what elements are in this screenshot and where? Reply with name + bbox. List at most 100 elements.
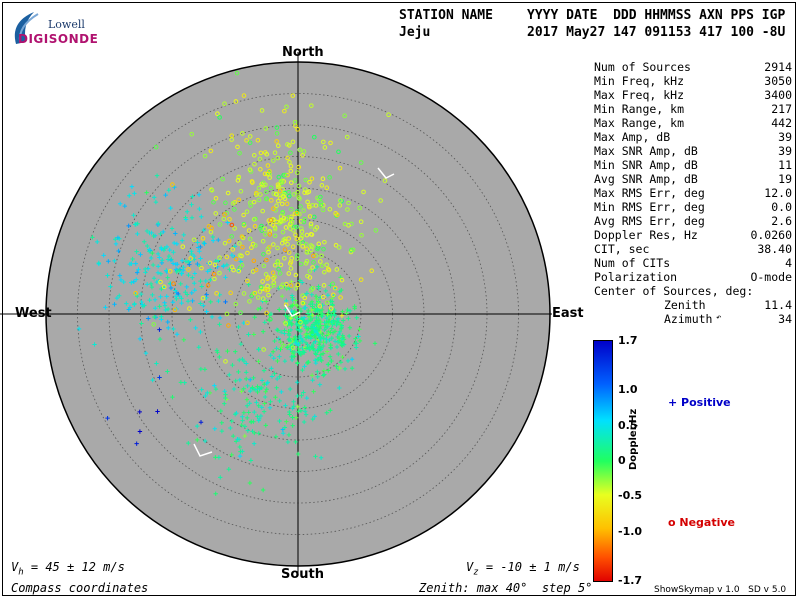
colorbar-tick-label: -0.5: [618, 489, 643, 503]
stat-row: Min SNR Amp, dB 11: [594, 158, 792, 172]
data-point-negative: [358, 277, 364, 282]
data-point-positive: [225, 348, 230, 354]
data-point-positive: [295, 393, 300, 399]
data-point-negative: [257, 156, 263, 162]
data-point-positive: [228, 425, 233, 431]
data-point-negative: [232, 207, 237, 212]
data-point-positive: [170, 300, 176, 305]
data-point-positive: [295, 451, 301, 457]
data-point-positive: [187, 262, 192, 267]
data-point-positive: [346, 333, 352, 339]
data-point-negative: [213, 211, 219, 216]
data-point-positive: [290, 415, 295, 420]
data-point-positive: [251, 441, 257, 446]
data-point-positive: [274, 346, 279, 351]
data-point-positive: [247, 377, 253, 382]
data-point-positive: [198, 329, 203, 335]
data-point-negative: [211, 199, 216, 205]
data-point-positive: [143, 350, 149, 356]
data-point-negative: [244, 138, 249, 143]
data-point-negative: [241, 212, 246, 218]
stat-label: Num of Sources: [594, 60, 691, 74]
data-point-negative: [298, 261, 304, 267]
data-point-negative: [321, 202, 326, 208]
data-point-negative: [213, 195, 219, 201]
data-point-positive: [332, 313, 337, 319]
data-point-positive: [127, 305, 133, 310]
data-point-positive: [162, 303, 168, 308]
data-point-positive: [190, 275, 195, 280]
data-point-positive: [155, 409, 160, 414]
stat-value: 2.6: [771, 214, 792, 228]
data-point-positive: [157, 375, 162, 380]
data-point-positive: [198, 278, 203, 284]
data-point-positive: [138, 291, 144, 297]
data-point-positive: [186, 272, 191, 278]
data-point-negative: [322, 239, 327, 245]
data-point-positive: [201, 240, 207, 246]
data-point-positive: [312, 328, 317, 334]
data-point-positive: [272, 338, 277, 344]
colorbar-tick-label: -1.7: [618, 574, 643, 587]
data-point-positive: [203, 393, 208, 399]
data-point-positive: [201, 227, 206, 233]
stat-value: 12.0: [764, 186, 792, 200]
data-point-negative: [317, 303, 323, 309]
data-point-positive: [296, 409, 301, 414]
data-point-positive: [337, 385, 342, 391]
data-point-negative: [276, 266, 281, 272]
data-point-negative: [280, 194, 286, 199]
data-point-positive: [202, 367, 208, 372]
data-point-negative: [278, 179, 284, 185]
data-point-positive: [181, 265, 186, 270]
data-point-positive: [317, 339, 323, 345]
data-point-positive: [240, 449, 245, 454]
data-point-positive: [336, 331, 342, 337]
center-zenith-row: Zenith 11.4: [594, 298, 792, 312]
data-point-positive: [227, 372, 232, 378]
data-point-positive: [332, 339, 338, 344]
vz-subscript: z: [473, 567, 479, 578]
data-point-positive: [147, 247, 152, 252]
data-point-negative: [261, 263, 267, 269]
data-point-positive: [313, 358, 318, 363]
data-point-positive: [262, 320, 268, 325]
data-point-negative: [333, 242, 339, 248]
data-point-negative: [227, 216, 232, 222]
data-point-positive: [339, 323, 345, 328]
data-point-positive: [174, 296, 179, 302]
data-point-positive: [190, 298, 195, 304]
data-point-positive: [196, 345, 202, 350]
data-point-positive: [238, 341, 244, 347]
data-point-negative: [260, 208, 265, 214]
data-point-negative: [301, 208, 307, 214]
data-point-negative: [301, 149, 307, 154]
data-point-positive: [315, 374, 320, 379]
data-point-positive: [150, 292, 155, 298]
data-point-negative: [222, 240, 228, 246]
data-point-negative: [246, 228, 252, 233]
data-point-positive: [335, 339, 341, 345]
data-point-positive: [282, 358, 288, 364]
data-point-negative: [324, 262, 329, 268]
data-point-positive: [219, 420, 224, 426]
data-point-positive: [328, 345, 333, 350]
data-point-positive: [264, 299, 269, 304]
data-point-positive: [310, 416, 315, 422]
data-point-negative: [288, 163, 294, 169]
data-point-negative: [294, 224, 299, 230]
data-point-negative: [270, 270, 276, 276]
data-point-positive: [264, 387, 269, 392]
data-point-positive: [320, 312, 325, 317]
data-point-positive: [157, 336, 163, 342]
data-point-positive: [341, 342, 347, 347]
drift-arrow-northeast: [377, 167, 395, 179]
data-point-positive: [167, 247, 172, 253]
data-point-negative: [256, 185, 262, 191]
data-point-positive: [253, 387, 259, 392]
data-point-positive: [151, 276, 157, 281]
stat-label: Avg SNR Amp, dB: [594, 172, 698, 186]
data-point-negative: [280, 191, 285, 197]
data-point-negative: [320, 207, 326, 213]
data-point-negative: [251, 152, 257, 158]
